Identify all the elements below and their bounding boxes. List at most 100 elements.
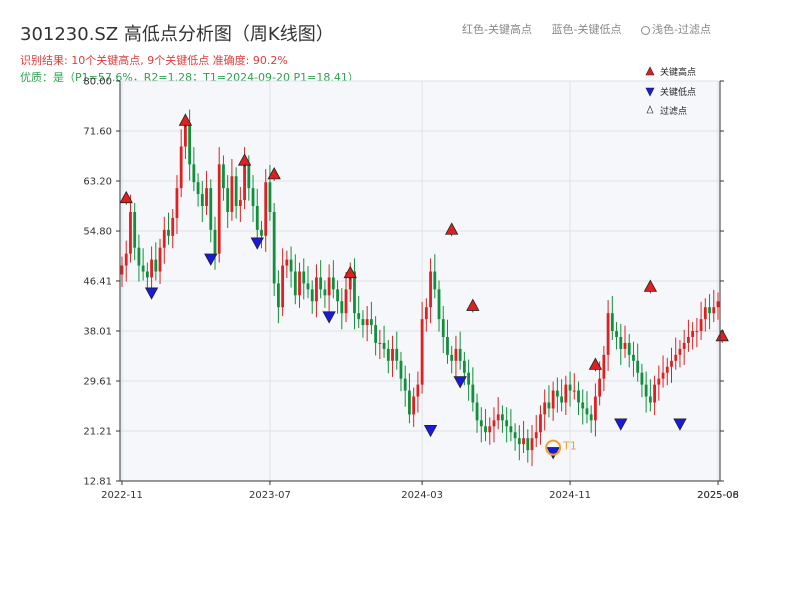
- candle-body: [361, 319, 365, 326]
- candle-body: [581, 402, 585, 409]
- candle-body: [687, 336, 690, 343]
- candle-body: [171, 217, 175, 236]
- candle-body: [217, 164, 221, 254]
- t1-label: T1: [562, 440, 577, 453]
- candle-body: [437, 289, 441, 320]
- marker-legend: 关键高点 关键低点 过滤点: [645, 66, 696, 117]
- candle-body: [462, 360, 466, 373]
- candle-body: [264, 182, 268, 236]
- candle-body: [594, 396, 597, 421]
- candle-body: [644, 384, 648, 397]
- candle-body: [145, 271, 149, 278]
- legend-filtered-icon: [646, 105, 654, 114]
- candle-body: [446, 336, 449, 355]
- y-tick-label: 54.80: [83, 227, 112, 238]
- candle-body: [213, 229, 217, 254]
- candle-body: [302, 271, 306, 284]
- candle-body: [623, 342, 627, 349]
- candle-body: [289, 259, 293, 272]
- candle-body: [699, 319, 703, 332]
- candle-body: [403, 378, 407, 391]
- key-low-marker: [204, 253, 218, 266]
- candle-body: [353, 271, 356, 314]
- candle-body: [327, 277, 331, 296]
- candle-body: [276, 283, 280, 308]
- key-low-marker: [673, 418, 687, 431]
- candle-body: [272, 211, 276, 284]
- candle-body: [184, 122, 187, 147]
- key-high-marker: [466, 298, 480, 311]
- candle-body: [408, 390, 411, 415]
- candle-body: [670, 360, 673, 367]
- candle-body: [120, 265, 124, 275]
- candle-body: [695, 331, 699, 333]
- candle-body: [716, 301, 720, 308]
- candle-body: [369, 319, 373, 326]
- candle-body: [137, 247, 141, 266]
- candle-body: [315, 277, 318, 302]
- candle-body: [585, 408, 589, 415]
- candle-body: [395, 348, 399, 361]
- candle-body: [365, 319, 369, 326]
- candle-body: [331, 277, 335, 290]
- candle-body: [374, 325, 378, 343]
- candle-body: [543, 402, 547, 415]
- candle-body: [188, 122, 192, 165]
- candle-body: [589, 414, 593, 421]
- key-high-marker: [445, 222, 459, 235]
- candle-body: [293, 271, 297, 296]
- candle-body: [433, 271, 437, 290]
- legend-high-icon: [645, 66, 655, 76]
- y-tick-label: 80.00: [83, 77, 112, 88]
- y-tick-label: 21.21: [83, 426, 112, 437]
- candle-body: [530, 438, 534, 451]
- candle-body: [496, 414, 500, 421]
- candle-body: [268, 182, 272, 212]
- y-tick-label: 38.01: [83, 326, 112, 337]
- candle-body: [560, 396, 564, 403]
- candle-body: [323, 289, 327, 296]
- key-high-marker: [643, 279, 658, 292]
- key-low-marker: [453, 376, 467, 389]
- candle-body: [534, 432, 538, 439]
- candle-body: [382, 342, 386, 349]
- candle-body: [420, 319, 424, 385]
- candle-body: [547, 402, 551, 409]
- candle-body: [551, 390, 555, 409]
- candle-body: [691, 331, 695, 337]
- candle-body: [336, 289, 339, 302]
- candle-body: [285, 259, 289, 266]
- candle-body: [226, 188, 230, 212]
- x-tick-label: 2022-11: [101, 490, 143, 501]
- key-high-marker: [267, 167, 281, 180]
- candle-body: [238, 200, 242, 207]
- candle-body: [386, 348, 390, 361]
- key-low-marker: [144, 287, 159, 300]
- candle-body: [619, 336, 623, 349]
- candle-body: [133, 211, 137, 248]
- candle-body: [712, 307, 716, 314]
- key-high-marker: [715, 328, 729, 342]
- candle-body: [505, 420, 509, 427]
- candle-body: [247, 164, 251, 189]
- candle-body: [492, 420, 496, 427]
- y-tick-label: 29.61: [83, 376, 112, 387]
- candle-body: [310, 289, 314, 302]
- x-tick-label: 2024-11: [549, 490, 591, 501]
- candle-body: [454, 348, 458, 361]
- candle-body: [513, 432, 517, 439]
- y-tick-label: 63.20: [83, 177, 112, 188]
- candle-body: [348, 271, 352, 290]
- candle-body: [577, 390, 580, 403]
- candle-body: [632, 354, 635, 361]
- candle-body: [306, 283, 310, 290]
- t1-marker: [545, 439, 562, 456]
- candle-body: [479, 420, 483, 427]
- candle-body: [636, 360, 640, 373]
- key-low-marker: [614, 418, 628, 431]
- candle-body: [179, 146, 183, 189]
- candle-body: [598, 378, 602, 397]
- candle-body: [129, 211, 132, 254]
- color-key-blue: 蓝色-关键低点: [551, 23, 622, 36]
